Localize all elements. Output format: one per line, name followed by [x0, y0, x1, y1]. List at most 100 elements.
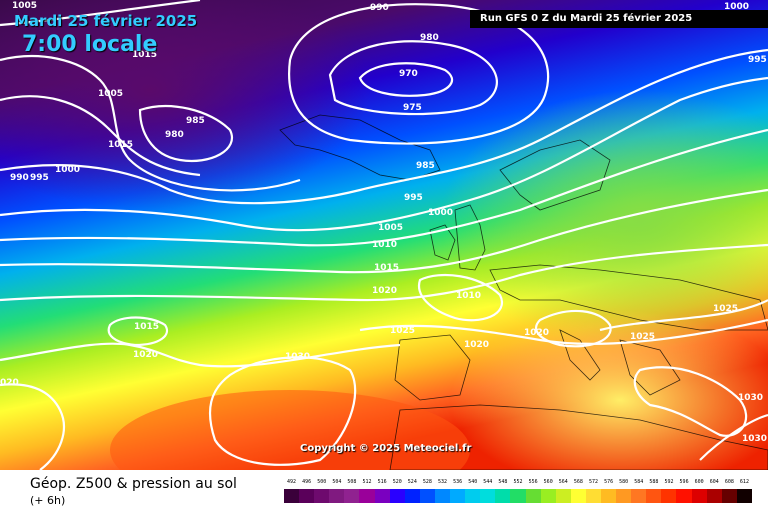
isobar-label: 1015 — [132, 50, 157, 60]
isobar-label: 1010 — [456, 291, 481, 301]
isobar-label: 020 — [0, 378, 19, 388]
isobar-line — [288, 3, 550, 145]
scale-swatch — [706, 489, 722, 503]
forecast-lead-time: (+ 6h) — [30, 494, 66, 507]
central-europe-coast — [489, 264, 768, 331]
isobar-label: 1015 — [374, 263, 399, 273]
scale-label: 600 — [694, 479, 704, 485]
scale-swatch — [616, 489, 632, 503]
isobar-label: 990 — [370, 3, 389, 13]
isobar-line — [0, 383, 65, 470]
scale-label: 552 — [513, 479, 523, 485]
eastern-ridge — [440, 90, 768, 350]
scale-label: 500 — [317, 479, 327, 485]
scale-label: 604 — [709, 479, 719, 485]
isobar-label: 1005 — [12, 1, 37, 11]
scale-swatch — [450, 489, 466, 503]
isobar-line — [0, 48, 768, 205]
scale-label: 596 — [679, 479, 689, 485]
scale-swatch — [299, 489, 315, 503]
scale-label: 556 — [528, 479, 538, 485]
isobars — [0, 0, 768, 470]
copyright-notice: Copyright © 2025 Meteociel.fr — [300, 443, 472, 454]
isobar-line — [0, 0, 201, 27]
map-date-title: Mardi 25 février 2025 — [14, 12, 198, 30]
model-run-label: Run GFS 0 Z du Mardi 25 février 2025 — [470, 10, 768, 28]
scale-swatch — [661, 489, 677, 503]
isobar-label: 1025 — [713, 304, 738, 314]
isobar-line — [208, 356, 357, 466]
subtropical-high — [110, 390, 470, 470]
scale-swatch — [525, 489, 541, 503]
isobar-label: 1005 — [98, 89, 123, 99]
scale-label: 520 — [392, 479, 402, 485]
isobar-line — [0, 342, 401, 368]
isobar-label: 1015 — [134, 322, 159, 332]
parameter-title: Géop. Z500 & pression au sol — [30, 476, 237, 492]
isobar-label: 990 — [10, 173, 29, 183]
isobar-label: 1020 — [524, 328, 549, 338]
isobar-line — [0, 76, 768, 232]
isobar-line — [0, 243, 768, 302]
scale-label: 564 — [558, 479, 568, 485]
isobar-line — [417, 273, 504, 322]
scale-swatch — [419, 489, 435, 503]
scale-label: 540 — [468, 479, 478, 485]
scale-swatch — [495, 489, 511, 503]
isobar-label: 1030 — [742, 434, 767, 444]
color-scale-labels: 492 496 500 504 508 512 516 520 524 528 532 536 540 5… — [284, 479, 752, 488]
mediterranean-ridge — [450, 310, 768, 470]
scale-swatch — [736, 489, 752, 503]
scale-swatch — [721, 489, 737, 503]
scale-swatch — [344, 489, 360, 503]
scale-label: 496 — [302, 479, 312, 485]
isobar-label: 995 — [748, 55, 767, 65]
isobar-label: 985 — [416, 161, 435, 171]
isobar-label: 1000 — [724, 2, 749, 12]
scale-label: 524 — [407, 479, 417, 485]
isobar-line — [328, 40, 498, 116]
isobar-label: 1025 — [390, 326, 415, 336]
scale-swatch — [465, 489, 481, 503]
scale-label: 572 — [588, 479, 598, 485]
scale-label: 504 — [332, 479, 342, 485]
isobar-line — [599, 299, 768, 332]
scale-label: 608 — [724, 479, 734, 485]
isobar-line — [535, 309, 612, 348]
isobar-label: 1000 — [428, 208, 453, 218]
isobar-label: 1030 — [738, 393, 763, 403]
weather-map: 1005 1015 1005 985 980 1015 1000 990 995… — [0, 0, 768, 470]
scale-label: 612 — [739, 479, 749, 485]
isobar-label: 985 — [186, 116, 205, 126]
scale-swatch — [329, 489, 345, 503]
isobar-label: 995 — [404, 193, 423, 203]
scale-label: 512 — [362, 479, 372, 485]
scale-label: 576 — [604, 479, 614, 485]
isobar-label: 975 — [403, 103, 422, 113]
isobar-label: 1020 — [133, 350, 158, 360]
isobar-line — [699, 413, 768, 461]
isobar-label: 1020 — [464, 340, 489, 350]
scale-swatch — [359, 489, 375, 503]
scale-label: 568 — [573, 479, 583, 485]
italy-coast — [559, 329, 601, 381]
isobar-line — [359, 318, 768, 346]
isobar-line — [0, 54, 301, 192]
map-time-title: 7:00 locale — [22, 32, 158, 57]
scale-label: 528 — [422, 479, 432, 485]
iberia-coast — [394, 334, 471, 401]
scale-label: 536 — [453, 479, 463, 485]
scale-swatch — [570, 489, 586, 503]
isobar-label: 980 — [165, 130, 184, 140]
scale-label: 560 — [543, 479, 553, 485]
isobar-line — [358, 62, 453, 97]
scale-swatch — [404, 489, 420, 503]
isobar-labels: 1005 1015 1005 985 980 1015 1000 990 995… — [0, 1, 767, 444]
scale-swatch — [480, 489, 496, 503]
isobar-label: 1020 — [372, 286, 397, 296]
ireland-coast — [429, 224, 456, 261]
scale-swatch — [284, 489, 300, 503]
great-britain-coast — [454, 204, 486, 271]
scale-swatch — [374, 489, 390, 503]
scale-label: 516 — [377, 479, 387, 485]
